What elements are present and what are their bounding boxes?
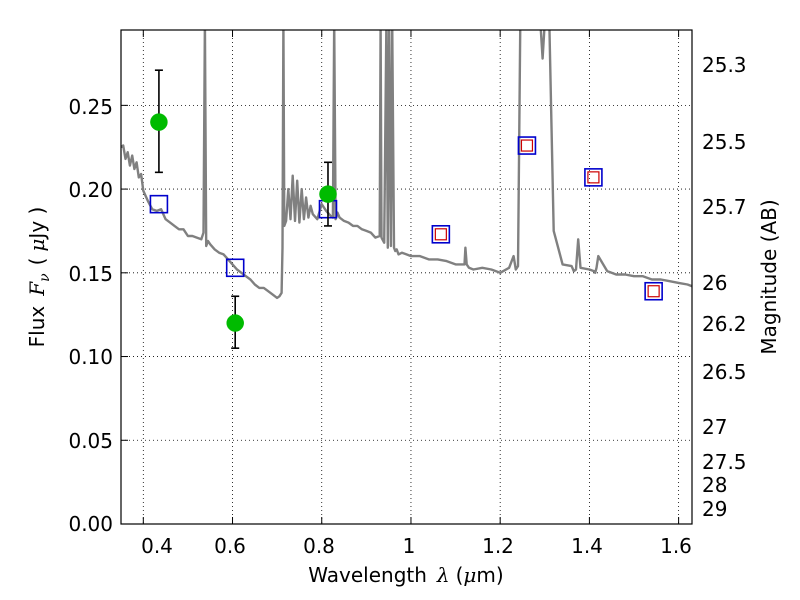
blue-band-markers (149, 136, 663, 301)
y-tick-label: 0.20 (68, 178, 113, 202)
mag-tick-label: 27.5 (702, 450, 747, 474)
model-band-square-blue (225, 258, 245, 278)
model-band-square-blue (584, 168, 603, 187)
photometry-point (226, 314, 244, 332)
mag-tick-label: 29 (702, 497, 727, 521)
x-axis-label: Wavelength λ (μm) (308, 563, 503, 587)
model-band-square-red (520, 139, 534, 152)
x-tick-label: 0.4 (141, 534, 173, 558)
mag-tick-label: 25.7 (702, 195, 747, 219)
model-band-square-blue (517, 136, 537, 155)
model-band-square-blue (644, 281, 663, 301)
model-band-square-red (587, 171, 600, 184)
x-tick-label: 0.8 (303, 534, 335, 558)
y-tick-label: 0.25 (68, 95, 113, 119)
y-tick-label: 0.15 (68, 262, 113, 286)
x-tick-label: 1.4 (571, 534, 603, 558)
y-tick-label: 0.00 (68, 512, 113, 536)
mag-tick-label: 28 (702, 473, 727, 497)
x-tick-label: 0.6 (214, 534, 246, 558)
y-tick-label: 0.05 (68, 429, 113, 453)
x-tick-label: 1 (403, 534, 416, 558)
plot-frame (120, 29, 693, 525)
magnitude-tick-labels: 25.3 25.5 25.7 26 26.2 26.5 27 27.5 28 2… (702, 53, 747, 521)
mag-tick-label: 26 (702, 271, 727, 295)
photometry-points (150, 69, 337, 349)
mag-tick-label: 26.5 (702, 360, 747, 384)
y-axis-label: FluxFν(μJy ) (25, 207, 53, 348)
mag-tick-label: 26.2 (702, 312, 747, 336)
model-band-square-blue (431, 224, 451, 244)
grid-lines (121, 30, 692, 525)
mag-tick-label: 25.5 (702, 130, 747, 154)
mag-tick-label: 27 (702, 415, 727, 439)
model-spectrum-line (121, 30, 692, 300)
x-tick-labels: 0.4 0.6 0.8 1 1.2 1.4 1.6 (141, 534, 692, 558)
y-tick-label: 0.10 (68, 345, 113, 369)
mag-tick-label: 25.3 (702, 53, 747, 77)
model-band-square-red (434, 228, 447, 241)
y-tick-labels: 0.00 0.05 0.10 0.15 0.20 0.25 (68, 95, 113, 536)
x-tick-label: 1.6 (660, 534, 692, 558)
model-band-square-blue (149, 194, 169, 214)
magnitude-axis-label: Magnitude (AB) (757, 199, 781, 354)
model-band-square-red (647, 285, 660, 298)
red-band-markers (434, 139, 660, 298)
photometry-point (319, 185, 337, 203)
photometry-point (150, 113, 168, 131)
axis-ticks (121, 30, 680, 525)
x-tick-label: 1.2 (482, 534, 514, 558)
